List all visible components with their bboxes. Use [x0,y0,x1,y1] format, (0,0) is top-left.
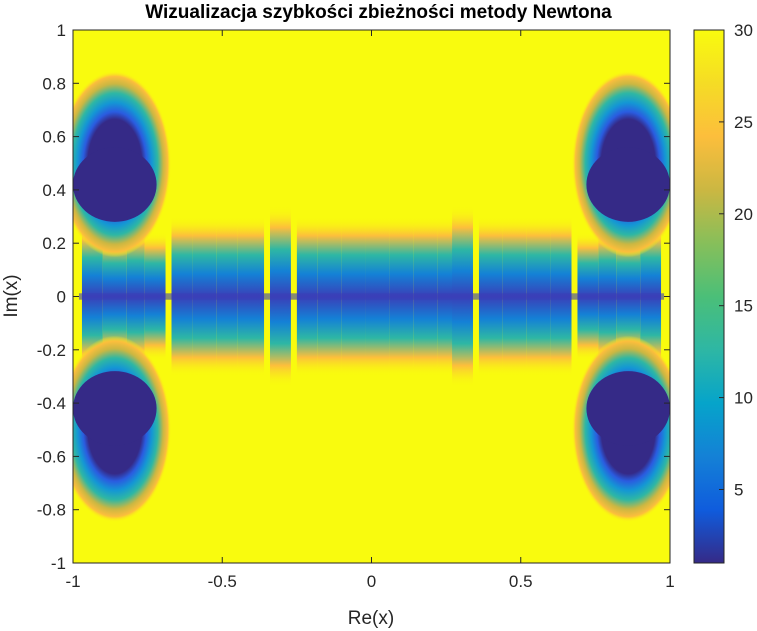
y-tick-label: -1 [51,554,66,573]
convergence-disk [586,371,670,446]
colorbar-tick-label: 20 [734,205,753,224]
convergence-disk [73,371,157,446]
x-axis: -1 -0.5 0 0.5 1 [65,30,675,591]
heatmap-layer [73,70,670,523]
colorbar-ticks: 30 25 20 15 10 5 [719,21,753,499]
colorbar-tick-label: 15 [734,297,753,316]
colorbar-tick-label: 10 [734,389,753,408]
y-tick-label: 0.4 [42,181,66,200]
convergence-disk [73,147,157,222]
y-tick-label: 0.8 [42,74,66,93]
x-tick-label: 0.5 [509,572,533,591]
y-axis: 1 0.8 0.6 0.4 0.2 0 -0.2 -0.4 -0.6 -0.8 -1 [37,21,670,573]
x-axis-label: Re(x) [348,608,394,629]
colorbar-tick-label: 25 [734,113,753,132]
y-tick-label: 0.2 [42,234,66,253]
chart-title: Wizualizacja szybkości zbieżności metody… [145,2,612,23]
x-tick-label: 0 [367,572,376,591]
colorbar-gradient [694,30,724,563]
y-tick-label: -0.8 [37,501,66,520]
y-tick-label: -0.2 [37,341,66,360]
y-tick-label: -0.6 [37,447,66,466]
x-tick-label: 1 [665,572,674,591]
colorbar: 30 25 20 15 10 5 [693,21,753,564]
x-tick-label: -0.5 [208,572,237,591]
convergence-disk [586,147,670,222]
y-tick-label: 0 [57,288,66,307]
y-tick-label: -0.4 [37,394,66,413]
plot-area [72,29,671,564]
x-tick-label: -1 [65,572,80,591]
y-tick-label: 0.6 [42,128,66,147]
axis-line [78,293,665,300]
colorbar-tick-label: 5 [734,480,743,499]
y-axis-label: Im(x) [1,274,22,317]
colorbar-frame [693,29,725,564]
colorbar-tick-label: 30 [734,21,753,40]
y-tick-label: 1 [57,21,66,40]
